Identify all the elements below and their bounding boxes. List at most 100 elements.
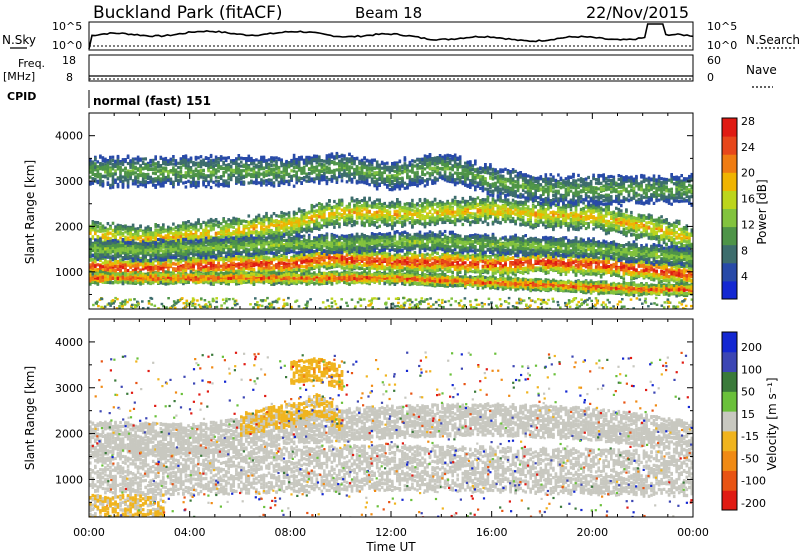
power-cell — [129, 259, 132, 263]
power-cell — [109, 268, 112, 272]
power-cell — [398, 269, 402, 273]
power-cell — [280, 231, 283, 235]
power-cell — [647, 273, 651, 277]
power-cell — [214, 231, 218, 235]
power-cell — [282, 219, 286, 223]
power-cell — [232, 221, 235, 226]
power-cell — [224, 269, 228, 273]
power-cell — [325, 207, 329, 211]
power-cell — [375, 205, 379, 209]
power-cell — [481, 254, 485, 258]
power-cell — [418, 265, 422, 269]
power-cell — [365, 261, 369, 265]
power-cell — [114, 269, 117, 273]
power-cell — [99, 222, 102, 226]
power-cell — [91, 266, 95, 270]
power-cell — [295, 220, 298, 224]
power-cell — [340, 198, 344, 202]
power-cell — [318, 252, 321, 256]
power-cell — [119, 262, 122, 266]
power-cell — [660, 269, 663, 273]
power-cell — [504, 257, 507, 261]
power-cell — [391, 269, 394, 273]
power-cell — [446, 252, 449, 256]
power-cell — [106, 265, 110, 269]
power-cell — [338, 258, 341, 262]
power-cell — [295, 257, 298, 261]
power-cell — [149, 228, 152, 232]
power-cell — [451, 271, 454, 275]
power-cell — [632, 273, 636, 277]
power-cell — [265, 269, 268, 273]
power-cell — [167, 265, 170, 270]
power-cell — [448, 257, 452, 261]
power-cell — [192, 234, 195, 238]
power-cell — [335, 259, 339, 263]
power-cell — [280, 210, 283, 215]
power-cell — [323, 216, 326, 220]
power-cell — [579, 270, 583, 274]
power-cell — [343, 262, 346, 266]
power-cell — [587, 269, 590, 273]
power-cell — [307, 226, 311, 230]
power-cell — [446, 250, 449, 254]
power-cell — [579, 267, 583, 271]
power-cell — [235, 255, 238, 259]
power-cell — [386, 261, 389, 265]
power-cell — [287, 214, 291, 218]
power-cell — [232, 225, 235, 229]
power-cell — [144, 235, 147, 239]
power-cell — [617, 269, 621, 273]
power-cell — [260, 255, 263, 259]
power-cell — [162, 263, 165, 267]
power-cell — [247, 259, 251, 263]
power-cell — [302, 228, 306, 232]
power-cell — [584, 261, 588, 265]
power-cell — [272, 264, 276, 268]
power-cell — [333, 222, 336, 226]
power-cell — [214, 218, 218, 222]
power-cell — [365, 256, 369, 260]
power-cell — [260, 217, 263, 221]
power-cell — [642, 269, 646, 273]
power-cell — [627, 263, 631, 267]
power-cell — [509, 263, 512, 267]
power-cell — [453, 256, 457, 260]
power-cell — [660, 272, 663, 276]
power-cell — [672, 272, 676, 276]
power-cell — [305, 255, 308, 259]
power-cell — [250, 268, 253, 272]
power-cell — [280, 214, 283, 218]
power-cell — [481, 269, 485, 273]
power-cell — [297, 255, 301, 259]
power-cell — [338, 212, 341, 216]
power-cell — [179, 224, 183, 228]
power-cell — [348, 220, 351, 225]
noise-sky-trace — [88, 23, 694, 50]
power-cell — [431, 251, 434, 255]
power-cell — [363, 201, 366, 206]
power-cell — [632, 271, 636, 275]
power-cell — [318, 212, 321, 216]
power-cell — [635, 272, 638, 276]
power-cell — [121, 224, 125, 229]
power-cell — [391, 262, 394, 266]
power-cell — [466, 251, 470, 255]
power-cell — [217, 263, 220, 267]
power-cell — [622, 269, 626, 274]
power-cell — [494, 266, 497, 270]
power-cell — [300, 217, 303, 221]
power-cell — [642, 275, 646, 279]
power-cell — [250, 221, 253, 225]
power-cell — [584, 256, 588, 260]
power-cell — [373, 251, 376, 255]
power-cell — [345, 265, 349, 269]
power-cell — [330, 222, 334, 226]
power-cell — [589, 269, 593, 273]
power-cell — [360, 221, 364, 225]
power-cell — [363, 198, 366, 202]
power-cell — [219, 230, 223, 234]
power-cell — [109, 258, 112, 262]
power-cell — [116, 226, 120, 230]
power-cell — [564, 263, 568, 267]
